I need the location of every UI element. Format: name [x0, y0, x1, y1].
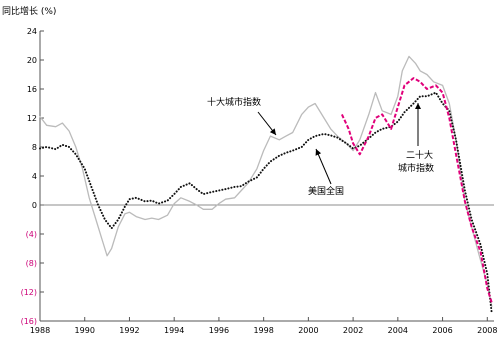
- y-axis-label: 同比增长 (%): [2, 5, 56, 17]
- x-tick-label: 2008: [477, 326, 497, 335]
- series-line-twenty-city: [340, 77, 493, 304]
- annotation-ten-city: 十大城市指数: [207, 96, 261, 108]
- y-tick-label: (8): [26, 259, 37, 268]
- y-tick-label: (12): [21, 288, 37, 297]
- x-tick-label: 2000: [298, 326, 318, 335]
- x-tick-label: 2002: [343, 326, 363, 335]
- y-tick-label: (4): [26, 230, 37, 239]
- y-axis: 24 20 16 12 8 4 0 (4) (8) (12) (16): [21, 27, 44, 326]
- x-tick-label: 1994: [164, 326, 184, 335]
- y-tick-label: 24: [27, 27, 37, 36]
- annotation-arrow-us-national: [315, 148, 332, 185]
- x-tick-label: 1990: [75, 326, 95, 335]
- annotation-twenty-city-line1: 二十大: [406, 149, 433, 161]
- annotation-us-national: 美国全国: [308, 185, 344, 197]
- x-tick-label: 1992: [119, 326, 139, 335]
- series-line-ten-city: [39, 55, 493, 308]
- y-tick-label: 12: [27, 114, 37, 123]
- y-tick-label: 16: [27, 85, 37, 94]
- x-tick-label: 1996: [209, 326, 229, 335]
- y-tick-label: 8: [32, 143, 37, 152]
- x-tick-label: 2004: [388, 326, 408, 335]
- annotation-arrow-ten-city-head: [269, 128, 276, 135]
- y-tick-label: 4: [32, 172, 37, 181]
- y-tick-label: (16): [21, 317, 37, 326]
- y-tick-label: 0: [32, 201, 37, 210]
- x-tick-label: 2006: [432, 326, 452, 335]
- series-line-us-national: [39, 91, 493, 315]
- x-axis: 1988 1990 1992 1994 1996 1998 2000 2002 2004 2006…: [30, 317, 497, 335]
- x-tick-label: 1988: [30, 326, 50, 335]
- series-group: [39, 55, 493, 315]
- annotation-arrow-us-national-head: [315, 149, 322, 156]
- annotation-twenty-city-line2: 城市指数: [398, 162, 434, 174]
- annotation-arrow-twenty-city-head: [415, 103, 421, 109]
- y-tick-label: 20: [27, 56, 37, 65]
- x-tick-label: 1998: [253, 326, 273, 335]
